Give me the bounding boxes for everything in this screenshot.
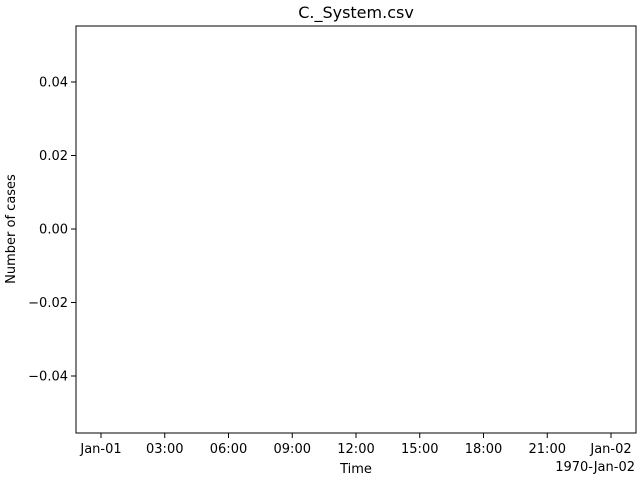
x-tick-label: 18:00 (465, 442, 502, 457)
y-axis-ticks: 0.04 0.02 0.00 −0.02 −0.04 (28, 76, 76, 385)
x-axis-offset-label: 1970-Jan-02 (555, 460, 635, 475)
y-tick-label: 0.02 (39, 149, 68, 164)
x-tick-label: 03:00 (146, 442, 183, 457)
x-tick-label: Jan-02 (589, 442, 631, 457)
y-tick-label: −0.02 (28, 296, 68, 311)
y-tick-label: 0.04 (39, 76, 68, 91)
y-tick-label: −0.04 (28, 370, 68, 385)
x-tick-label: 21:00 (529, 442, 566, 457)
y-tick-label: 0.00 (39, 223, 68, 238)
x-axis-ticks: Jan-01 03:00 06:00 09:00 12:00 15:00 18:00 21:0… (79, 433, 632, 457)
x-tick-label: Jan-01 (79, 442, 121, 457)
x-tick-label: 06:00 (210, 442, 247, 457)
chart-title: C._System.csv (298, 3, 414, 23)
x-tick-label: 15:00 (401, 442, 438, 457)
x-tick-label: 12:00 (337, 442, 374, 457)
x-axis-label: Time (339, 462, 372, 477)
x-tick-label: 09:00 (274, 442, 311, 457)
y-axis-label: Number of cases (4, 174, 19, 284)
